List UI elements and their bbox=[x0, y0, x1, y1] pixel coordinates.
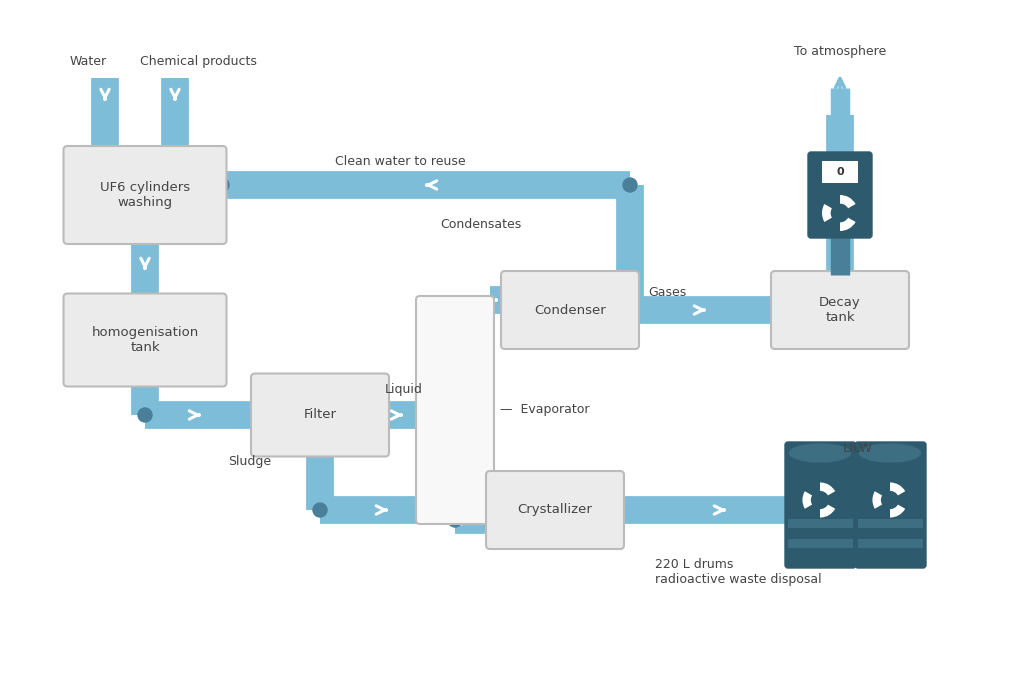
Text: Chemical products: Chemical products bbox=[140, 55, 257, 68]
FancyBboxPatch shape bbox=[785, 442, 856, 568]
Wedge shape bbox=[840, 195, 856, 209]
FancyBboxPatch shape bbox=[855, 442, 926, 568]
Text: —  Evaporator: — Evaporator bbox=[500, 403, 590, 416]
Circle shape bbox=[816, 496, 824, 504]
Bar bbox=[858, 538, 923, 547]
Wedge shape bbox=[890, 482, 905, 496]
FancyBboxPatch shape bbox=[486, 471, 624, 549]
Text: Water: Water bbox=[70, 55, 108, 68]
Ellipse shape bbox=[859, 444, 921, 462]
FancyBboxPatch shape bbox=[416, 296, 494, 524]
Ellipse shape bbox=[790, 444, 851, 462]
Text: Filter: Filter bbox=[303, 409, 337, 421]
Text: homogenisation
tank: homogenisation tank bbox=[91, 326, 199, 354]
Wedge shape bbox=[803, 491, 812, 509]
Wedge shape bbox=[820, 505, 836, 517]
Circle shape bbox=[623, 178, 637, 192]
FancyBboxPatch shape bbox=[771, 271, 909, 349]
Circle shape bbox=[138, 408, 152, 422]
FancyBboxPatch shape bbox=[63, 293, 226, 386]
Text: Crystallizer: Crystallizer bbox=[517, 503, 593, 517]
Text: 0: 0 bbox=[837, 167, 844, 177]
Text: Gases: Gases bbox=[648, 286, 686, 298]
Text: Condensates: Condensates bbox=[440, 218, 521, 231]
FancyBboxPatch shape bbox=[808, 152, 872, 238]
FancyBboxPatch shape bbox=[251, 374, 389, 456]
Text: Decay
tank: Decay tank bbox=[819, 296, 861, 324]
Text: UF6 cylinders
washing: UF6 cylinders washing bbox=[100, 181, 190, 209]
Text: To atmosphere: To atmosphere bbox=[794, 45, 886, 58]
FancyBboxPatch shape bbox=[501, 271, 639, 349]
Circle shape bbox=[836, 209, 844, 217]
Bar bbox=[788, 519, 853, 528]
Wedge shape bbox=[872, 491, 882, 509]
Circle shape bbox=[215, 178, 229, 192]
Wedge shape bbox=[890, 505, 905, 517]
Text: LILW: LILW bbox=[843, 442, 873, 455]
Wedge shape bbox=[820, 482, 836, 496]
Wedge shape bbox=[822, 204, 831, 222]
Bar bbox=[858, 519, 923, 528]
Circle shape bbox=[449, 513, 462, 527]
Text: Liquid: Liquid bbox=[385, 384, 423, 396]
Text: 220 L drums
radioactive waste disposal: 220 L drums radioactive waste disposal bbox=[655, 558, 821, 586]
FancyBboxPatch shape bbox=[63, 146, 226, 244]
Wedge shape bbox=[840, 218, 856, 231]
Bar bbox=[822, 161, 858, 183]
Bar bbox=[788, 538, 853, 547]
Text: Clean water to reuse: Clean water to reuse bbox=[335, 155, 466, 168]
Circle shape bbox=[313, 503, 327, 517]
Text: Condenser: Condenser bbox=[535, 304, 606, 316]
Text: Sludge: Sludge bbox=[228, 455, 271, 468]
Circle shape bbox=[886, 496, 894, 504]
Circle shape bbox=[623, 293, 637, 307]
